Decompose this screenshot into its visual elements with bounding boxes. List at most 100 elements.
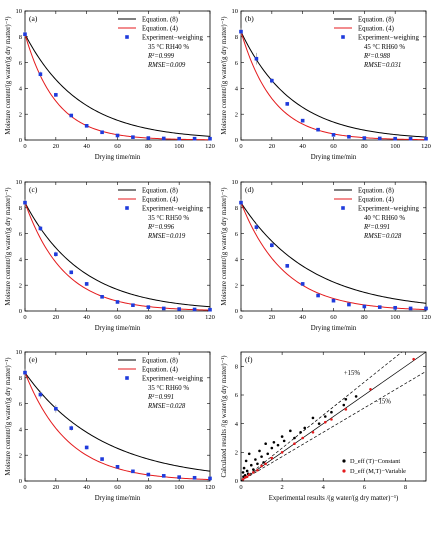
data-point <box>84 124 89 128</box>
scatter-point-constant <box>354 395 358 398</box>
equation-8-line <box>24 202 211 308</box>
y-tick-label: 2 <box>19 282 22 289</box>
y-tick-label: 2 <box>19 452 22 459</box>
x-tick-label: 0 <box>23 143 26 150</box>
x-tick-label: 8 <box>404 484 407 491</box>
scatter-point-constant <box>264 442 267 446</box>
band-label-plus: +15% <box>344 370 361 377</box>
annotation-0: 35 °C RH40 % <box>148 44 189 51</box>
scatter-point-variable <box>311 430 315 434</box>
x-tick-label: 100 <box>390 314 400 321</box>
annotation-0: 45 °C RH60 % <box>364 44 405 51</box>
x-tick-label: 80 <box>361 143 368 150</box>
x-tick-label: 20 <box>269 143 276 150</box>
data-point <box>23 370 27 375</box>
scatter-point-constant <box>249 463 253 467</box>
data-point <box>23 200 27 205</box>
panel-d: 0 20 40 60 80 100 120 0 2 4 6 8 10 Drying time/min Moi… <box>221 179 431 332</box>
y-axis-label: Moisture content/(g water/(g dry matter)… <box>221 16 228 134</box>
x-tick-label: 60 <box>114 314 121 321</box>
y-tick-label: 10 <box>16 349 23 356</box>
x-tick-label: 6 <box>363 484 367 491</box>
y-tick-label: 0 <box>19 478 22 485</box>
x-tick-label: 60 <box>114 484 121 491</box>
data-point <box>146 472 151 477</box>
scatter-point-variable <box>280 451 284 454</box>
data-point <box>192 307 197 312</box>
scatter-point-variable <box>270 456 274 460</box>
data-point <box>84 282 89 286</box>
data-point <box>424 306 428 311</box>
y-axis-label: Moisture content/(g water/(g dry matter)… <box>5 16 12 134</box>
y-tick-label: 0 <box>235 308 238 315</box>
scatter-point-variable <box>293 442 296 446</box>
x-tick-label: 40 <box>83 143 90 150</box>
data-point <box>300 118 305 123</box>
data-point <box>316 293 320 298</box>
x-tick-label: 20 <box>53 314 60 321</box>
plus-15-line <box>240 351 403 482</box>
plot-frame <box>240 10 427 141</box>
data-point <box>100 130 104 135</box>
y-tick-label: 8 <box>235 205 238 212</box>
scatter-point-constant <box>344 398 348 401</box>
y-axis-label: Calculated results /(g water/(g dry matt… <box>221 355 228 477</box>
x-tick-label: 80 <box>145 484 152 491</box>
data-point <box>285 264 290 268</box>
legend-label-eq8: Equation. (8) <box>358 187 394 194</box>
legend-label-exp: Experiment−weighing <box>358 34 419 41</box>
scatter-point-variable <box>412 357 415 361</box>
scatter-point-variable <box>264 462 267 466</box>
x-tick-label: 40 <box>299 143 306 150</box>
data-point <box>161 474 166 478</box>
scatter-point-constant <box>293 436 296 440</box>
annotation-1: R²=0.991 <box>363 224 390 231</box>
equation-8-line <box>24 33 211 137</box>
data-point <box>362 136 367 140</box>
panel-label: (a) <box>29 14 38 23</box>
x-tick-label: 0 <box>23 314 26 321</box>
data-point <box>347 134 351 139</box>
annotation-2: RMSE=0.009 <box>147 62 186 69</box>
y-tick-label: 2 <box>19 111 22 118</box>
y-tick-label: 4 <box>19 427 23 434</box>
x-tick-label: 0 <box>239 143 242 150</box>
data-point <box>38 226 43 231</box>
x-tick-label: 120 <box>205 314 215 321</box>
scatter-point-constant <box>247 452 251 456</box>
data-point <box>393 136 397 141</box>
legend-label-exp: Experiment−weighing <box>142 205 203 212</box>
legend-label-eq8: Equation. (8) <box>142 187 178 194</box>
scatter-point-variable <box>323 420 327 424</box>
y-tick-label: 10 <box>232 179 239 186</box>
panel-b: 0 20 40 60 80 100 120 0 2 4 6 8 10 Drying time/min Moi… <box>221 8 431 161</box>
annotation-1: R²=0.988 <box>363 53 391 60</box>
y-tick-label: 6 <box>235 60 239 67</box>
annotation-2: RMSE=0.028 <box>363 233 402 240</box>
data-point <box>285 102 290 106</box>
band-label-minus: −15% <box>375 399 392 406</box>
y-tick-label: 8 <box>19 34 22 41</box>
x-tick-label: 0 <box>239 484 242 491</box>
data-point <box>362 304 367 309</box>
scatter-point-constant <box>241 471 245 474</box>
legend-label-eq4: Equation. (4) <box>142 196 178 203</box>
data-point <box>270 243 274 248</box>
panel-label: (f) <box>245 355 253 364</box>
data-point <box>23 32 27 37</box>
data-point <box>254 225 259 229</box>
plot-frame <box>24 181 211 312</box>
data-point <box>131 135 135 139</box>
y-tick-label: 8 <box>235 34 238 41</box>
scatter-point-variable <box>344 408 348 411</box>
x-axis-label: Experimental results /(g water/(g dry ma… <box>269 495 399 502</box>
data-point <box>347 302 351 307</box>
x-tick-label: 0 <box>23 484 26 491</box>
x-tick-label: 100 <box>390 143 400 150</box>
scatter-point-constant <box>245 469 249 473</box>
y-tick-label: 0 <box>19 308 22 315</box>
x-tick-label: 40 <box>299 314 306 321</box>
data-point <box>115 133 120 138</box>
scatter-point-constant <box>266 452 270 456</box>
x-tick-label: 0 <box>239 314 242 321</box>
